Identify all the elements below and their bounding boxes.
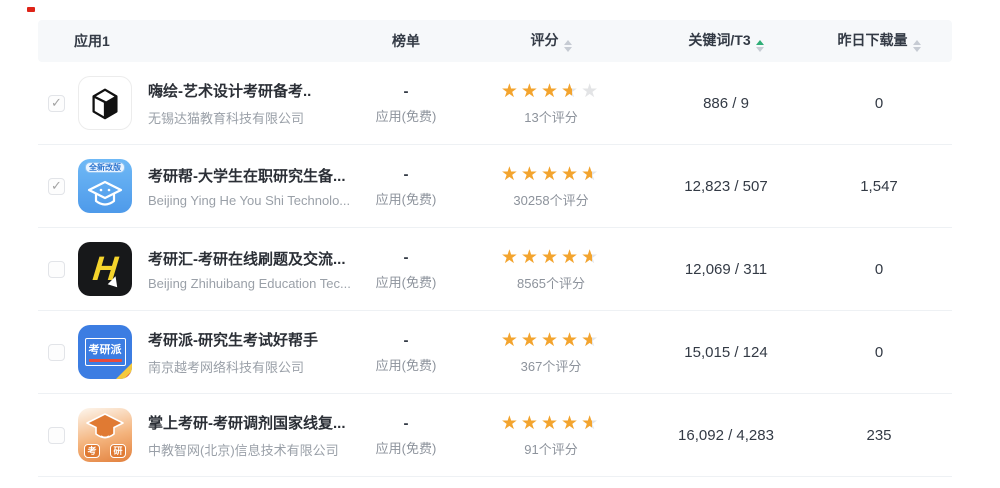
table-row: 嗨绘-艺术设计考研备考.. 无锡达猫教育科技有限公司 - 应用(免费) ★★★★…	[38, 62, 952, 145]
sort-carets-active-icon[interactable]	[755, 39, 764, 52]
downloads-value: 0	[874, 343, 884, 361]
keywords-value: 886 / 9	[703, 94, 749, 112]
app-title[interactable]: 考研帮-大学生在职研究生备...	[148, 167, 346, 185]
column-label-rating: 评分	[530, 32, 559, 49]
downloads-value: 1,547	[860, 177, 898, 195]
column-header-app: 应用1	[38, 31, 356, 51]
rank-category: 应用(免费)	[375, 274, 437, 290]
rank-value: -	[403, 414, 409, 432]
table-row: H 考研汇-考研在线刷题及交流... Beijing Zhihuibang Ed…	[38, 228, 952, 311]
row-checkbox[interactable]	[48, 343, 65, 361]
rank-value: -	[403, 331, 409, 349]
icon-label: 考研派	[88, 344, 122, 356]
rank-category: 应用(免费)	[375, 191, 437, 207]
rank-category: 应用(免费)	[375, 357, 437, 373]
rank-value: -	[403, 165, 409, 183]
icon-char-left: 考	[84, 444, 100, 458]
rank-category: 应用(免费)	[375, 108, 437, 124]
row-checkbox[interactable]	[48, 260, 65, 278]
app-developer: Beijing Ying He You Shi Technolo...	[148, 192, 351, 208]
sort-carets-icon[interactable]	[912, 39, 921, 52]
star-rating: ★★★★★★	[500, 412, 602, 434]
app-title[interactable]: 考研汇-考研在线刷题及交流...	[148, 250, 346, 268]
star-rating: ★★★★★★	[500, 246, 602, 268]
rating-count: 8565个评分	[517, 275, 585, 291]
rating-count: 13个评分	[524, 109, 578, 125]
row-checkbox[interactable]	[48, 177, 65, 195]
table-header: 应用1 榜单 评分 关键词/T3 昨日下载量	[38, 20, 952, 62]
rank-category: 应用(免费)	[375, 440, 437, 456]
app-developer: 南京越考网络科技有限公司	[148, 359, 305, 375]
column-header-keywords[interactable]: 关键词/T3	[646, 30, 806, 52]
row-checkbox[interactable]	[48, 426, 65, 444]
column-label-downloads: 昨日下载量	[837, 32, 908, 49]
column-header-rank: 榜单	[356, 31, 456, 51]
haihui-cube-icon	[78, 76, 132, 130]
table-row: 考研派 考研派-研究生考试好帮手 南京越考网络科技有限公司 - 应用(免费) ★…	[38, 311, 952, 394]
red-annotation-mark	[27, 7, 35, 12]
app-title[interactable]: 嗨绘-艺术设计考研备考..	[148, 82, 312, 100]
app-title[interactable]: 考研派-研究生考试好帮手	[148, 331, 318, 349]
table-row: 全新改版 考研帮-大学生在职研究生备... Beijing Ying He Yo…	[38, 145, 952, 228]
app-title[interactable]: 掌上考研-考研调剂国家线复...	[148, 414, 346, 432]
downloads-value: 0	[874, 260, 884, 278]
table-row: 考 研 掌上考研-考研调剂国家线复... 中教智网(北京)信息技术有限公司 - …	[38, 394, 952, 477]
kaoyanhui-h-icon: H	[78, 242, 132, 296]
column-label-keywords: 关键词/T3	[688, 32, 751, 49]
star-rating: ★★★★★★	[500, 163, 602, 185]
icon-letter: H	[90, 250, 120, 288]
rating-count: 367个评分	[520, 358, 582, 374]
kaoyanpai-box-icon: 考研派	[78, 325, 132, 379]
column-header-downloads[interactable]: 昨日下载量	[806, 30, 952, 52]
column-label-app: 应用1	[74, 33, 110, 49]
icon-char-right: 研	[110, 444, 126, 458]
kaoyanbang-cap-icon: 全新改版	[78, 159, 132, 213]
app-ranking-table: 应用1 榜单 评分 关键词/T3 昨日下载量	[38, 20, 952, 477]
keywords-value: 12,069 / 311	[684, 260, 768, 278]
app-developer: Beijing Zhihuibang Education Tec...	[148, 275, 351, 291]
star-rating: ★★★★★★	[500, 329, 602, 351]
rating-count: 91个评分	[524, 441, 578, 457]
row-checkbox[interactable]	[48, 94, 65, 112]
column-label-rank: 榜单	[392, 33, 420, 49]
app-developer: 中教智网(北京)信息技术有限公司	[148, 442, 339, 458]
sort-carets-icon[interactable]	[563, 39, 572, 52]
star-rating: ★★★★★★	[500, 80, 602, 102]
keywords-value: 12,823 / 507	[684, 177, 768, 195]
downloads-value: 235	[866, 426, 892, 444]
rank-value: -	[403, 82, 409, 100]
keywords-value: 15,015 / 124	[684, 343, 768, 361]
keywords-value: 16,092 / 4,283	[678, 426, 774, 444]
rating-count: 30258个评分	[513, 192, 589, 208]
rank-value: -	[403, 248, 409, 266]
downloads-value: 0	[874, 94, 884, 112]
icon-ribbon: 全新改版	[85, 162, 125, 173]
column-header-rating[interactable]: 评分	[456, 30, 646, 52]
zhangshang-cap-icon: 考 研	[78, 408, 132, 462]
app-developer: 无锡达猫教育科技有限公司	[148, 110, 305, 126]
